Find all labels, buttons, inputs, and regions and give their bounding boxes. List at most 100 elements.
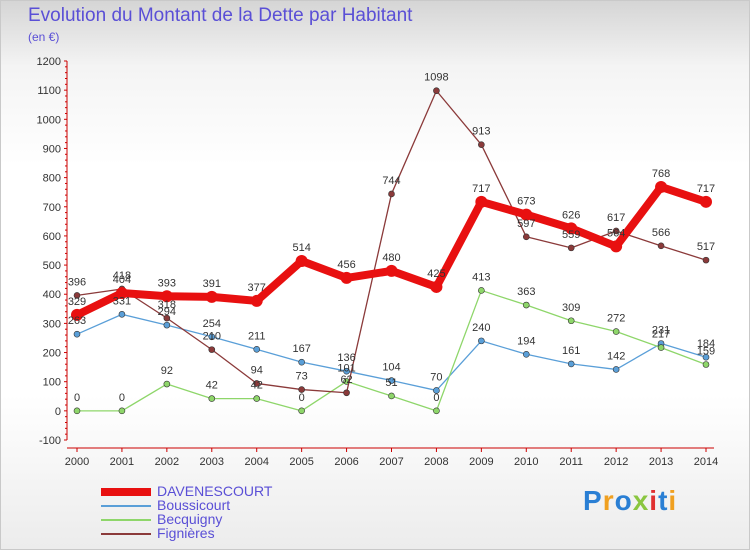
data-label: 272 (607, 313, 625, 325)
data-point (118, 407, 126, 415)
data-point (208, 333, 216, 341)
data-label: 913 (472, 126, 490, 138)
data-label: 0 (119, 392, 125, 404)
legend-item-fignieres: Fignières (101, 525, 341, 541)
legend-swatch-davenescourt (101, 488, 151, 496)
data-label: 425 (427, 268, 445, 280)
data-label: 194 (517, 335, 535, 347)
data-label: 413 (472, 271, 490, 283)
data-label: 377 (248, 282, 266, 294)
data-point (478, 287, 485, 294)
data-label: 717 (472, 183, 490, 195)
data-point (298, 386, 305, 393)
data-point (298, 407, 305, 415)
data-label: 480 (382, 252, 400, 264)
data-label: 566 (652, 227, 670, 239)
logo-letter: i (649, 485, 659, 516)
data-point (655, 180, 668, 193)
data-label: 617 (607, 212, 625, 224)
data-point (208, 395, 216, 402)
data-label: 418 (113, 270, 131, 282)
data-label: 391 (203, 278, 221, 290)
logo-letter: r (602, 485, 615, 516)
data-point (702, 256, 710, 264)
data-label: 51 (385, 377, 397, 389)
data-point (520, 208, 533, 221)
legend-label-becquigny: Becquigny (157, 511, 223, 527)
data-point (567, 360, 575, 368)
legend-item-davenescourt: DAVENESCOURT (101, 483, 341, 499)
data-label: 294 (158, 306, 176, 318)
data-point (160, 290, 173, 303)
data-point (430, 280, 443, 293)
x-tick-label: 2010 (514, 456, 538, 468)
data-point (71, 308, 83, 321)
data-point (340, 271, 353, 284)
y-tick-label: 500 (43, 260, 61, 272)
data-label: 768 (652, 168, 670, 180)
legend-label-davenescourt: DAVENESCOURT (157, 483, 273, 499)
data-point (163, 380, 171, 388)
data-point (253, 395, 261, 402)
data-label: 104 (382, 362, 400, 374)
x-tick-label: 2004 (244, 456, 268, 468)
legend-swatch-becquigny (101, 519, 151, 521)
x-tick-label: 2013 (649, 456, 673, 468)
x-tick-label: 2001 (110, 456, 134, 468)
y-tick-label: 1100 (37, 85, 61, 97)
data-point (433, 87, 440, 95)
logo-letter: i (668, 485, 678, 516)
data-point (343, 389, 350, 397)
legend-label-boussicourt: Boussicourt (157, 497, 231, 513)
data-point (433, 407, 440, 415)
data-label: 184 (697, 338, 715, 350)
data-label: 263 (68, 315, 86, 327)
x-tick-label: 2006 (334, 456, 358, 468)
data-point (73, 407, 81, 415)
data-point (612, 366, 620, 373)
data-point (567, 317, 575, 325)
data-point (702, 361, 710, 368)
data-point (565, 222, 578, 235)
data-point (702, 353, 710, 361)
data-label: 254 (203, 318, 221, 330)
data-point (475, 195, 488, 208)
data-label: 42 (251, 380, 263, 392)
data-label: 309 (562, 302, 580, 314)
data-label: 329 (68, 296, 86, 308)
data-point (478, 337, 485, 345)
x-tick-label: 2000 (65, 456, 89, 468)
x-tick-label: 2002 (155, 456, 179, 468)
legend-swatch-fignieres (101, 533, 151, 535)
y-tick-label: 800 (43, 173, 61, 185)
data-label: 94 (251, 364, 263, 376)
data-point (298, 358, 305, 366)
data-point (610, 240, 623, 253)
data-point (115, 287, 128, 300)
data-label: 717 (697, 183, 715, 195)
x-tick-label: 2008 (424, 456, 448, 468)
data-label: 517 (697, 241, 715, 253)
data-label: 161 (562, 345, 580, 357)
y-tick-label: 1200 (37, 56, 61, 68)
data-label: 318 (158, 299, 176, 311)
data-point (388, 190, 395, 198)
legend-item-boussicourt: Boussicourt (101, 497, 341, 513)
data-label: 73 (296, 371, 308, 383)
data-label: 1098 (424, 72, 448, 84)
logo-letter: o (614, 485, 633, 516)
data-label: 393 (158, 277, 176, 289)
x-tick-label: 2014 (694, 456, 718, 468)
data-label: 456 (337, 259, 355, 271)
data-point (388, 377, 395, 384)
logo-letter: P (583, 485, 603, 516)
data-label: 673 (517, 196, 535, 208)
data-label: 559 (562, 229, 580, 241)
data-label: 62 (340, 374, 352, 386)
legend-swatch-boussicourt (101, 505, 151, 507)
data-point (163, 321, 171, 329)
legend-item-becquigny: Becquigny (101, 511, 341, 527)
data-label: 626 (562, 209, 580, 221)
data-point (612, 328, 620, 335)
